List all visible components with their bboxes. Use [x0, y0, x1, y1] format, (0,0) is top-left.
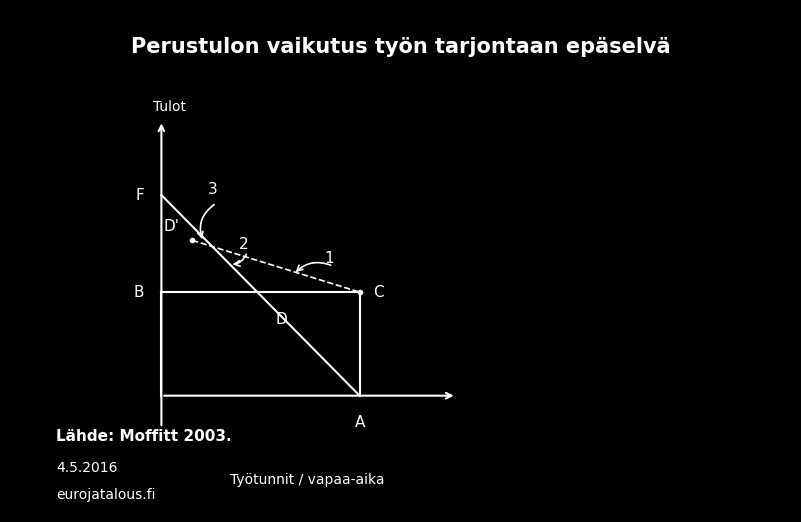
Text: Lähde: Moffitt 2003.: Lähde: Moffitt 2003.	[56, 429, 231, 444]
Text: 3: 3	[207, 182, 217, 197]
Text: 1: 1	[324, 251, 334, 266]
Text: Työtunnit / vapaa-aika: Työtunnit / vapaa-aika	[230, 473, 384, 488]
Text: B: B	[133, 284, 144, 300]
Text: D: D	[276, 312, 288, 327]
Text: 4.5.2016: 4.5.2016	[56, 461, 118, 476]
Text: F: F	[135, 187, 144, 203]
Text: A: A	[355, 415, 364, 430]
Text: D': D'	[163, 219, 179, 234]
Text: Perustulon vaikutus työn tarjontaan epäselvä: Perustulon vaikutus työn tarjontaan epäs…	[131, 37, 670, 56]
Text: C: C	[373, 284, 384, 300]
Text: 2: 2	[239, 236, 248, 252]
Text: Tulot: Tulot	[153, 100, 186, 114]
Text: eurojatalous.fi: eurojatalous.fi	[56, 488, 155, 502]
